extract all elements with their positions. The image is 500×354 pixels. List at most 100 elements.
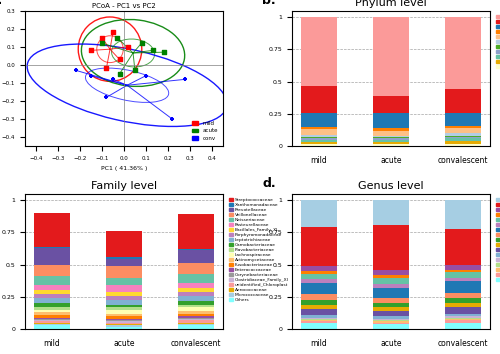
Bar bbox=[178, 316, 214, 318]
Bar bbox=[178, 314, 214, 316]
Text: b.: b. bbox=[262, 0, 276, 7]
Point bbox=[138, 40, 145, 46]
Bar bbox=[301, 321, 337, 323]
Bar bbox=[373, 324, 409, 329]
Title: PCoA - PC1 vs PC2: PCoA - PC1 vs PC2 bbox=[92, 3, 156, 9]
Bar bbox=[301, 113, 337, 127]
Point bbox=[98, 35, 106, 41]
Bar bbox=[178, 307, 214, 311]
Point bbox=[102, 95, 110, 100]
Bar bbox=[445, 229, 481, 265]
Bar bbox=[373, 278, 409, 284]
Bar bbox=[373, 303, 409, 307]
Bar bbox=[373, 270, 409, 275]
Bar bbox=[106, 285, 142, 292]
Bar bbox=[34, 285, 70, 291]
Point bbox=[72, 68, 80, 73]
Bar bbox=[106, 231, 142, 257]
Bar bbox=[373, 144, 409, 146]
Bar bbox=[445, 307, 481, 314]
Bar bbox=[106, 324, 142, 325]
Bar bbox=[34, 315, 70, 318]
Bar bbox=[301, 319, 337, 320]
Bar bbox=[301, 142, 337, 144]
Bar bbox=[106, 316, 142, 319]
Bar bbox=[301, 305, 337, 309]
Bar bbox=[178, 319, 214, 320]
X-axis label: PC1 ( 41.36% ): PC1 ( 41.36% ) bbox=[100, 166, 147, 171]
Title: Genus level: Genus level bbox=[358, 182, 424, 192]
Bar bbox=[34, 298, 70, 303]
Bar bbox=[445, 273, 481, 278]
Bar bbox=[178, 320, 214, 323]
Bar bbox=[445, 265, 481, 270]
Bar bbox=[373, 275, 409, 278]
Bar bbox=[34, 303, 70, 307]
Bar bbox=[373, 288, 409, 298]
Bar bbox=[373, 136, 409, 137]
Bar bbox=[178, 318, 214, 319]
Bar bbox=[373, 140, 409, 142]
Bar bbox=[445, 278, 481, 281]
Bar bbox=[301, 323, 337, 329]
Bar bbox=[301, 315, 337, 318]
Bar bbox=[445, 320, 481, 323]
Bar bbox=[301, 283, 337, 295]
Bar bbox=[301, 320, 337, 321]
Bar bbox=[445, 293, 481, 298]
Bar bbox=[445, 316, 481, 318]
Bar bbox=[373, 311, 409, 316]
Bar bbox=[445, 126, 481, 128]
Point bbox=[142, 73, 150, 79]
Bar bbox=[178, 305, 214, 307]
Bar bbox=[373, 200, 409, 225]
Bar bbox=[178, 301, 214, 305]
Bar bbox=[106, 310, 142, 314]
Bar bbox=[301, 309, 337, 315]
Bar bbox=[106, 266, 142, 278]
Bar bbox=[445, 318, 481, 319]
Bar bbox=[178, 296, 214, 301]
Point bbox=[102, 65, 110, 71]
Bar bbox=[301, 200, 337, 227]
Bar bbox=[301, 266, 337, 271]
Point bbox=[148, 47, 156, 53]
Point bbox=[168, 116, 176, 122]
Bar bbox=[301, 227, 337, 266]
Bar bbox=[373, 128, 409, 131]
Bar bbox=[34, 295, 70, 298]
Bar bbox=[34, 248, 70, 265]
Bar bbox=[445, 200, 481, 229]
Legend: mild, acute, conv: mild, acute, conv bbox=[190, 119, 220, 143]
Bar bbox=[373, 225, 409, 270]
Bar bbox=[373, 138, 409, 140]
Bar bbox=[178, 283, 214, 288]
Bar bbox=[34, 321, 70, 323]
Bar bbox=[106, 296, 142, 299]
Bar bbox=[373, 96, 409, 113]
Bar bbox=[106, 323, 142, 324]
Bar bbox=[178, 325, 214, 329]
Bar bbox=[445, 17, 481, 89]
Bar bbox=[445, 314, 481, 316]
Bar bbox=[178, 249, 214, 251]
Bar bbox=[301, 274, 337, 279]
Bar bbox=[34, 291, 70, 295]
Bar bbox=[34, 324, 70, 325]
Bar bbox=[445, 133, 481, 136]
Bar bbox=[373, 298, 409, 303]
Point bbox=[116, 71, 124, 77]
Point bbox=[87, 47, 95, 53]
Bar bbox=[178, 323, 214, 324]
Bar bbox=[373, 17, 409, 96]
Bar bbox=[106, 307, 142, 310]
Bar bbox=[106, 314, 142, 316]
Bar bbox=[445, 128, 481, 133]
Title: Family level: Family level bbox=[91, 182, 157, 192]
Bar bbox=[301, 271, 337, 274]
Bar bbox=[178, 251, 214, 263]
Bar bbox=[301, 138, 337, 140]
Bar bbox=[445, 144, 481, 146]
Bar bbox=[34, 323, 70, 324]
Bar bbox=[445, 136, 481, 137]
